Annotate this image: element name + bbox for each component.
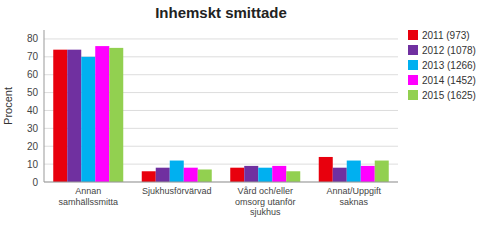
y-tick-label: 40 xyxy=(27,105,39,116)
bar xyxy=(286,171,300,182)
legend-label: 2014 (1452) xyxy=(422,75,476,86)
title: Inhemskt smittade xyxy=(155,4,287,21)
x-tick-label: Vård och/elleromsorg utanförsjukhus xyxy=(235,186,296,217)
x-tick-label: Sjukhusförvärvad xyxy=(142,186,212,196)
legend-swatch xyxy=(408,30,418,40)
bar xyxy=(81,57,95,182)
y-tick-label: 30 xyxy=(27,123,39,134)
x-axis-line xyxy=(44,182,398,183)
bar xyxy=(184,168,198,182)
y-axis-line xyxy=(44,30,45,182)
bar xyxy=(67,50,81,182)
bar xyxy=(95,46,109,182)
bar xyxy=(170,161,184,182)
y-axis-label: Procent xyxy=(2,87,14,125)
x-tick-label: Annat/Uppgiftsaknas xyxy=(326,186,381,207)
legend-swatch xyxy=(408,90,418,100)
bar xyxy=(142,171,156,182)
bar xyxy=(198,169,212,182)
legend-label: 2012 (1078) xyxy=(422,45,476,56)
x-tick-label: Annansamhällssmitta xyxy=(58,186,118,207)
legend-label: 2015 (1625) xyxy=(422,90,476,101)
bar xyxy=(244,166,258,182)
bar xyxy=(109,48,123,182)
legend: 2011 (973) 2012 (1078) 2013 (1266) 2014 (14… xyxy=(408,30,476,101)
bar xyxy=(156,168,170,182)
bar xyxy=(375,161,389,182)
y-axis: 0 10 20 30 40 50 60 70 80 xyxy=(27,33,398,187)
legend-label: 2013 (1266) xyxy=(422,60,476,71)
bar xyxy=(258,168,272,182)
bar xyxy=(333,168,347,182)
y-tick-label: 20 xyxy=(27,141,39,152)
y-tick-label: 80 xyxy=(27,33,39,44)
chart: 0 10 20 30 40 50 60 70 80 Procent Annansamhällssmi… xyxy=(0,0,495,227)
legend-swatch xyxy=(408,60,418,70)
y-tick-label: 60 xyxy=(27,69,39,80)
y-tick-label: 0 xyxy=(32,177,38,188)
y-tick-label: 10 xyxy=(27,159,39,170)
bar xyxy=(272,166,286,182)
bars xyxy=(53,46,389,182)
y-tick-label: 50 xyxy=(27,87,39,98)
legend-swatch xyxy=(408,45,418,55)
bar xyxy=(230,168,244,182)
bar xyxy=(53,50,67,182)
bar xyxy=(347,161,361,182)
grid-line xyxy=(44,38,398,39)
bar xyxy=(319,157,333,182)
bar xyxy=(361,166,375,182)
grid-line xyxy=(44,182,398,183)
legend-label: 2011 (973) xyxy=(422,30,470,41)
legend-swatch xyxy=(408,75,418,85)
y-tick-label: 70 xyxy=(27,51,39,62)
